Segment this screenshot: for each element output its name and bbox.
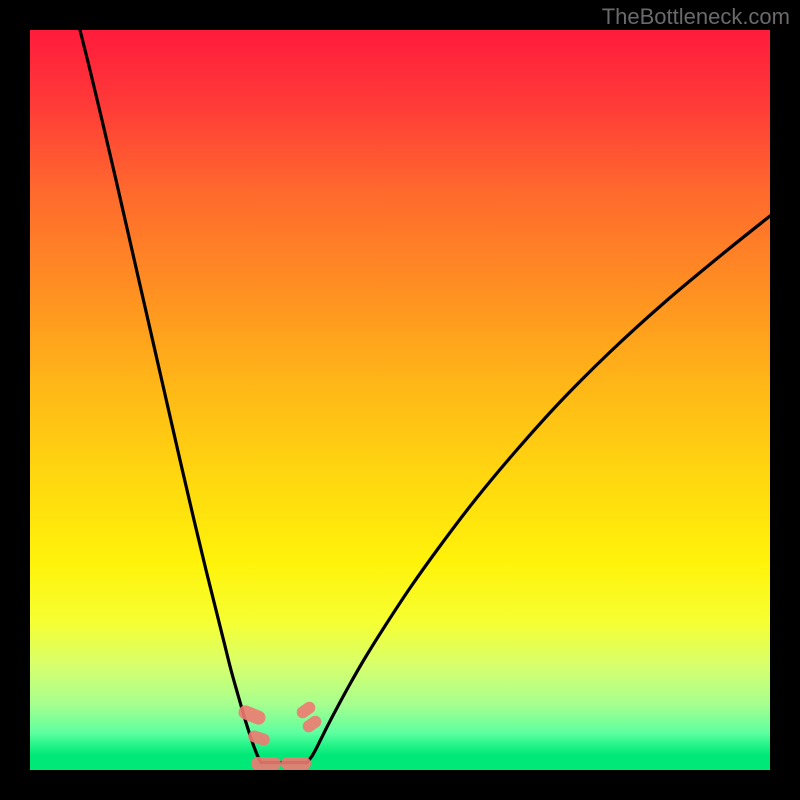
heatmap-gradient <box>30 30 770 770</box>
data-marker <box>281 757 311 770</box>
watermark-text: TheBottleneck.com <box>602 4 790 30</box>
chart-frame: TheBottleneck.com <box>0 0 800 800</box>
plot-area <box>30 30 770 770</box>
data-marker <box>251 757 281 770</box>
